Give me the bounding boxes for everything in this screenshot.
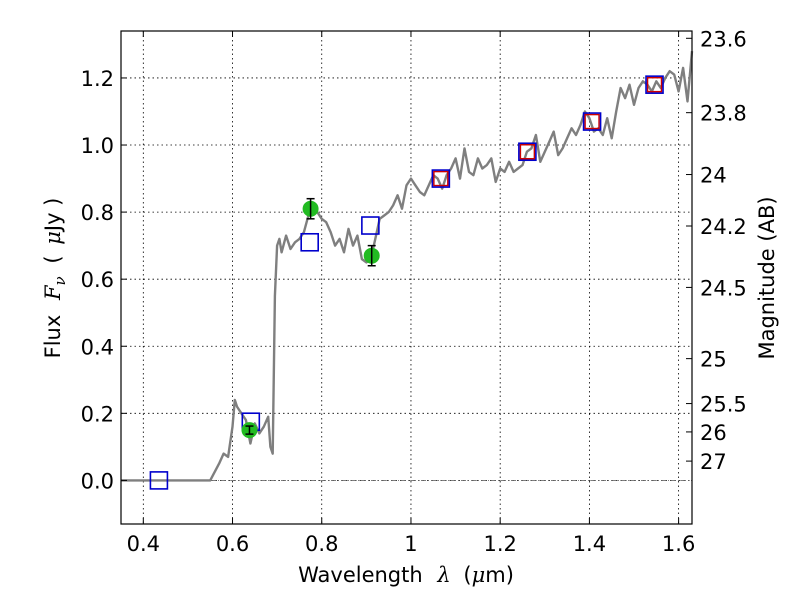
red-square-marker — [584, 113, 600, 130]
x-tick-label: 1.2 — [483, 532, 516, 556]
y-tick-label: 0.8 — [81, 201, 114, 225]
x-axis-unit-open: ( — [463, 563, 471, 587]
red-square-marker — [646, 76, 663, 93]
model-photometry-square — [361, 216, 380, 235]
y2-axis-label: Magnitude (AB) — [755, 196, 779, 359]
x-tick-label: 0.8 — [305, 532, 338, 556]
y-axis-unit-rest: Jy ) — [41, 198, 65, 234]
plot-area — [121, 50, 694, 490]
y2-tick-label: 24 — [700, 164, 727, 188]
y-tick-label: 1.2 — [81, 67, 114, 91]
x-axis-unit-mu: μ — [472, 563, 486, 587]
y2-tick-label: 26 — [700, 421, 727, 445]
y-axis-label: Flux Fν ( μJy ) — [41, 198, 70, 359]
red-square-marker — [519, 143, 536, 160]
model-photometry-square — [582, 112, 602, 131]
x-axis-label: Wavelength λ (μm) — [298, 563, 514, 587]
x-tick-label: 0.4 — [127, 532, 160, 556]
model-spectrum-line — [121, 50, 694, 482]
y-tick-label: 1.0 — [81, 134, 114, 158]
y-tick-label: 0.0 — [81, 469, 114, 493]
y-tick-label: 0.6 — [81, 268, 114, 292]
x-tick-label: 1.6 — [662, 532, 695, 556]
y2-tick-label: 23.8 — [700, 102, 747, 126]
x-tick-label: 1 — [404, 532, 417, 556]
x-axis-label-prefix: Wavelength — [298, 563, 423, 587]
y-axis-unit-open: ( — [41, 255, 65, 263]
x-tick-label: 1.4 — [573, 532, 606, 556]
y2-tick-label: 24.2 — [700, 215, 747, 239]
y2-tick-label: 23.6 — [700, 27, 747, 51]
y-axis-label-prefix: Flux — [41, 315, 65, 359]
y-tick-label: 0.4 — [81, 335, 114, 359]
y-axis-symbol: F — [41, 284, 65, 301]
model-photometry-square — [518, 142, 537, 162]
model-photometry-square — [149, 471, 169, 490]
x-tick-label: 0.6 — [216, 532, 249, 556]
y2-tick-label: 25 — [700, 348, 727, 372]
grid — [121, 31, 692, 524]
x-axis-unit-rest: m) — [485, 563, 514, 587]
y-tick-label: 0.2 — [81, 402, 114, 426]
y2-tick-label: 25.5 — [700, 393, 747, 417]
y-axis-subscript: ν — [51, 276, 69, 285]
red-square-marker — [433, 170, 449, 187]
x-axis-symbol: λ — [436, 563, 450, 587]
plot-frame — [120, 30, 693, 525]
y2-tick-label: 27 — [700, 450, 727, 474]
model-photometry-square — [300, 232, 319, 252]
y2-tick-label: 24.5 — [700, 276, 747, 300]
model-photometry-square — [645, 75, 664, 94]
axis-ticks: 0.4 0.6 0.8 1 1.2 1.4 1.6 0.0 0.2 0.4 0.6 0.8 1.0 1.2… — [81, 27, 747, 556]
model-photometry-square — [431, 169, 451, 188]
y-axis-unit-mu: μ — [41, 231, 65, 245]
